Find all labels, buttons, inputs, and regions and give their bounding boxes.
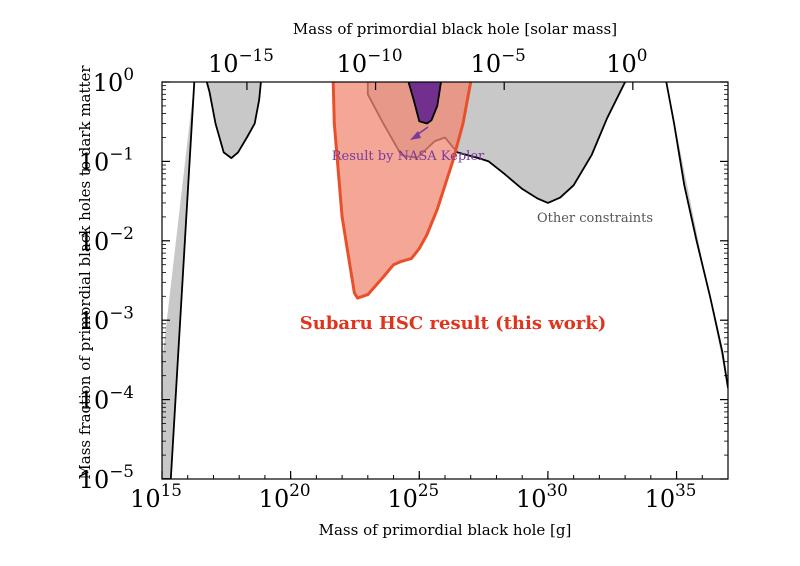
y-tick-label: 10−5 [79,461,134,494]
x2-tick-label: 10−10 [337,45,403,78]
x-tick-label: 1035 [645,480,697,513]
series-other_bump-line [205,82,262,159]
x-tick-label: 1015 [130,480,182,513]
x-tick-label: 1030 [516,480,568,513]
top-axis-label: Mass of primordial black hole [solar mas… [293,20,617,38]
x2-tick-label: 10−15 [208,45,274,78]
y-axis-label: Mass fraction of primordial black holes … [76,65,94,480]
series-kepler-line [407,82,442,125]
ticks-layer: 1015 1020 1025 1030 1035 10−15 10−10 10−5 100 100… [79,45,729,513]
kepler-arrow-head [410,131,421,140]
series-hsc-line [331,82,473,300]
series-hsc-fill [333,82,471,299]
y-tick-label: 100 [93,64,134,97]
y-tick-label: 10−1 [79,144,134,177]
series-other_left-fill [162,82,195,479]
series-other_right-line [665,82,728,389]
other-constraints-annotation: Other constraints [537,211,653,226]
y-tick-label: 10−4 [79,382,134,415]
kepler-result-annotation: Result by NASA Kepler [332,149,485,164]
y-tick-label: 10−2 [79,223,134,256]
series-kepler-fill [408,82,441,124]
series-other_left-line [162,82,196,479]
x2-tick-label: 100 [606,45,647,78]
x-tick-label: 1025 [387,480,439,513]
series-layer [162,82,728,479]
x-axis-label: Mass of primordial black hole [g] [319,521,572,539]
hsc-result-annotation: Subaru HSC result (this work) [300,313,606,334]
x-tick-label: 1020 [259,480,311,513]
y-tick-label: 10−3 [79,302,134,335]
x2-tick-label: 10−5 [471,45,526,78]
